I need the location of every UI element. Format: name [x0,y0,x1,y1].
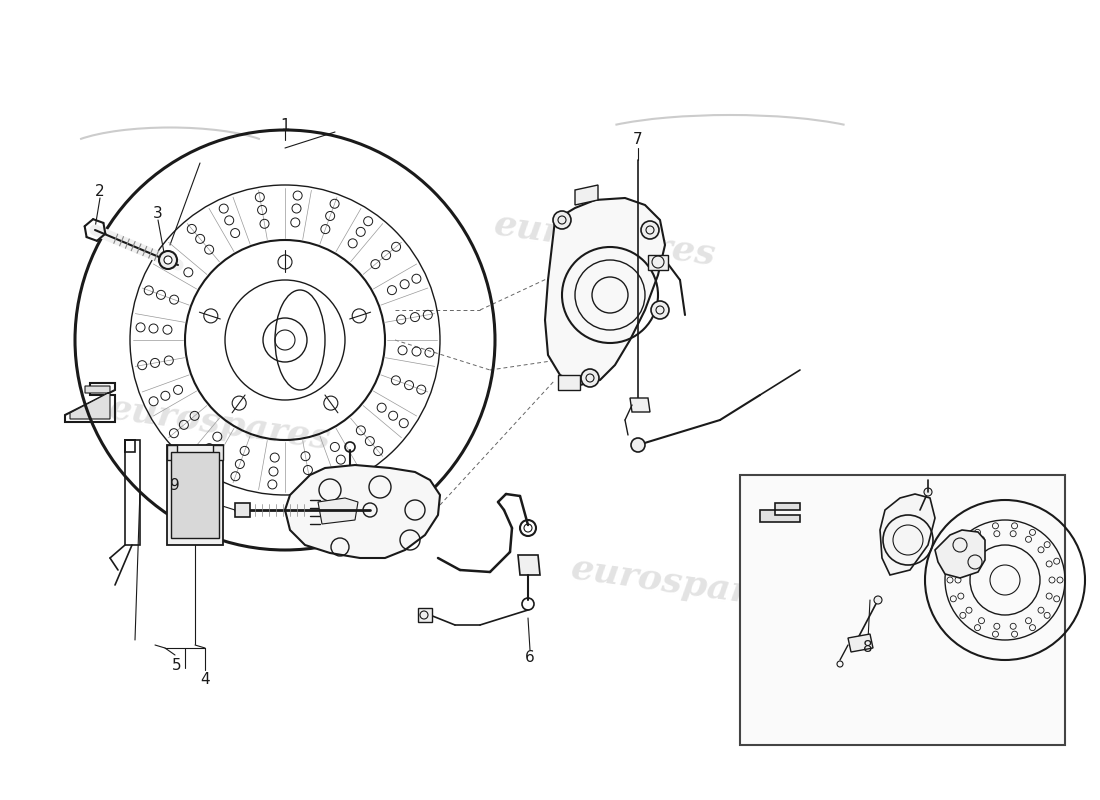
Circle shape [651,301,669,319]
Polygon shape [935,530,984,578]
Polygon shape [167,445,177,460]
Circle shape [581,369,600,387]
Polygon shape [760,503,800,522]
Circle shape [553,211,571,229]
Circle shape [160,251,177,269]
Text: 5: 5 [173,658,182,673]
Polygon shape [418,608,432,622]
Circle shape [641,221,659,239]
Text: eurospares: eurospares [492,207,718,273]
FancyBboxPatch shape [740,475,1065,745]
Polygon shape [575,185,598,205]
Text: 3: 3 [153,206,163,222]
Text: eurospares: eurospares [107,391,333,457]
Text: 7: 7 [634,133,642,147]
Circle shape [164,256,172,264]
Polygon shape [213,445,223,460]
Circle shape [924,488,932,496]
Polygon shape [558,375,580,390]
Circle shape [874,596,882,604]
Circle shape [631,438,645,452]
Polygon shape [167,445,223,545]
Polygon shape [648,255,668,270]
Text: 1: 1 [280,118,289,133]
Polygon shape [880,494,935,575]
Text: 9: 9 [170,478,180,494]
Text: eurospares: eurospares [569,551,795,617]
Polygon shape [235,503,250,517]
Polygon shape [285,465,440,558]
Polygon shape [848,634,873,652]
Polygon shape [544,198,666,385]
Text: 2: 2 [96,185,104,199]
Text: 4: 4 [200,673,210,687]
Polygon shape [70,386,110,419]
Polygon shape [318,498,358,524]
Text: 8: 8 [864,641,872,655]
Polygon shape [170,452,219,538]
Polygon shape [518,555,540,575]
Polygon shape [630,398,650,412]
Text: 6: 6 [525,650,535,666]
